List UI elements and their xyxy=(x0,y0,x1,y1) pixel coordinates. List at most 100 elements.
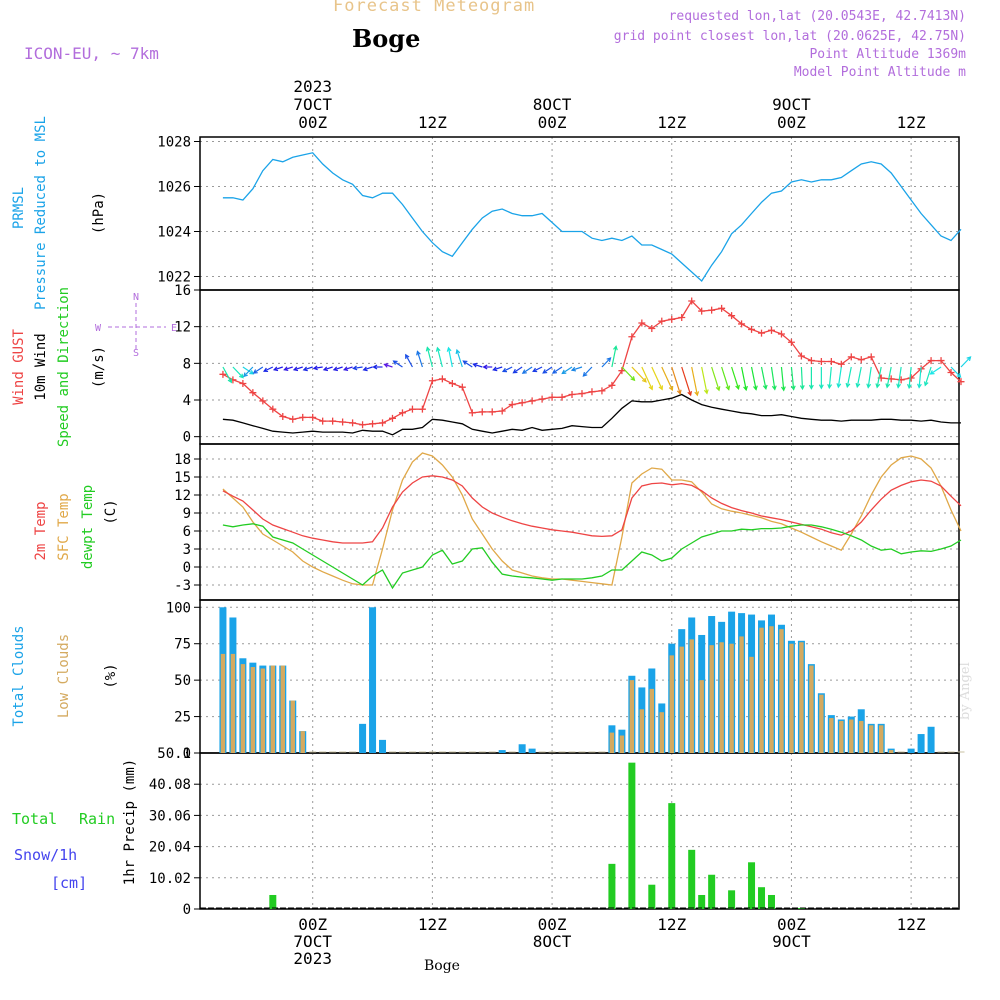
panel-frame xyxy=(199,752,960,910)
wind-gust-marker xyxy=(219,370,227,378)
bottom-time-label: 9OCT xyxy=(772,932,811,951)
wind-gust-marker xyxy=(498,407,506,415)
bottom-time-label: 12Z xyxy=(657,915,686,934)
wind-gust-marker xyxy=(279,413,287,420)
wind-gust-marker xyxy=(638,319,646,327)
wind-direction-arrowhead xyxy=(462,360,468,365)
wind-gust-marker xyxy=(508,401,516,409)
low-clouds-bar xyxy=(649,688,655,753)
wind-direction-arrow xyxy=(631,366,647,383)
wind-direction-arrowhead xyxy=(482,364,488,370)
y-tick-label: 1022 xyxy=(157,270,191,286)
wind-direction-arrow xyxy=(532,366,543,372)
wind-gust-marker xyxy=(259,397,267,405)
wind-direction-arrow xyxy=(293,366,303,371)
low-clouds-bar xyxy=(729,643,734,753)
precip-axis-label: 1hr Precip (mm) xyxy=(122,759,138,885)
wind-direction-arrow xyxy=(552,366,563,374)
model-label: ICON-EU, ~ 7km xyxy=(24,44,159,63)
wind-gust-marker xyxy=(578,390,586,398)
wind-direction-arrow xyxy=(790,366,795,390)
panel-frame xyxy=(199,136,960,291)
low-clouds-bar xyxy=(779,629,784,753)
wind-direction-arrowhead xyxy=(332,366,338,372)
wind-gust-marker xyxy=(648,325,656,332)
wind-direction-arrowhead xyxy=(676,389,682,395)
wind-gust-marker xyxy=(249,389,257,397)
temp-2m-line xyxy=(222,475,962,544)
total-clouds-bar xyxy=(359,723,367,753)
top-time-label: 00Z xyxy=(298,113,327,132)
wind-direction-arrowhead xyxy=(455,348,461,355)
wind-direction-arrow xyxy=(513,366,523,374)
y-tick-label: 0 xyxy=(183,746,191,762)
y-tick-label: 50.1 xyxy=(157,746,191,762)
wind-direction-arrowhead xyxy=(725,385,731,391)
wind-direction-arrow xyxy=(303,366,313,371)
wind-direction-arrowhead xyxy=(446,346,452,352)
wind-direction-arrow xyxy=(731,366,740,390)
wind-direction-arrowhead xyxy=(743,385,748,392)
low-clouds-bar xyxy=(859,720,864,753)
y-tick-label: 3 xyxy=(183,542,191,558)
wind-gust-marker xyxy=(468,409,476,417)
wind-gust-marker xyxy=(758,329,766,337)
wind-gust-marker xyxy=(369,420,377,428)
low-clouds-bar xyxy=(829,718,834,753)
wind-direction-arrowhead xyxy=(648,385,654,391)
wind-direction-arrow xyxy=(473,363,483,368)
wind-direction-arrowhead xyxy=(885,383,891,389)
wind-gust-marker xyxy=(937,357,945,365)
wind-direction-arrowhead xyxy=(521,369,527,374)
top-time-label: 9OCT xyxy=(772,95,811,114)
wind-gust-marker xyxy=(269,405,277,413)
wind-direction-arrow xyxy=(918,366,922,388)
clouds-unit-label: (%) xyxy=(103,663,119,688)
wind-direction-arrow xyxy=(384,363,393,368)
wind-direction-arrowhead xyxy=(227,378,232,384)
wind-direction-arrow xyxy=(333,366,343,371)
sfc-temp-label: SFC Temp xyxy=(56,493,72,560)
wind-gust-marker xyxy=(827,358,835,365)
rain-bar xyxy=(797,908,805,909)
wind-direction-arrowhead xyxy=(532,367,538,373)
wind-gust-marker xyxy=(239,380,247,387)
wind-direction-arrow xyxy=(426,347,433,368)
wind-direction-arrowhead xyxy=(923,381,929,387)
y-tick-label: 1024 xyxy=(157,225,191,241)
y-tick-label: 50 xyxy=(174,673,191,689)
y-tick-label: 10.02 xyxy=(149,871,191,887)
low-clouds-bar xyxy=(719,642,724,753)
wind-direction-arrowhead xyxy=(606,357,612,363)
pressure-label: Pressure Reduced to MSL xyxy=(33,116,49,310)
y-tick-label: 12 xyxy=(174,488,191,504)
low-clouds-bar xyxy=(659,712,664,753)
y-tick-label: 25 xyxy=(174,710,191,726)
wind-gust-marker xyxy=(448,380,456,387)
low-clouds-bar xyxy=(669,655,674,753)
closest-grid-point: grid point closest lon,lat (20.0625E, 42… xyxy=(613,29,966,44)
compass-east: E xyxy=(171,323,177,334)
wind-direction-arrow xyxy=(960,356,971,368)
wind-direction-arrow xyxy=(828,366,832,388)
wind-direction-arrow xyxy=(601,357,611,368)
wind-direction-arrow xyxy=(542,366,553,374)
y-tick-label: 40.08 xyxy=(149,777,191,793)
wind-gust-marker xyxy=(349,419,357,427)
snow-unit-label: [cm] xyxy=(51,874,87,892)
compass-north: N xyxy=(133,292,139,303)
low-clouds-bar xyxy=(769,626,774,753)
wind-direction-arrow xyxy=(701,366,708,394)
wind-gust-marker xyxy=(458,383,466,391)
low-clouds-bar xyxy=(639,709,645,753)
wind-gust-marker xyxy=(558,393,566,401)
wind-direction-arrow xyxy=(661,366,673,391)
low-clouds-bar xyxy=(609,732,615,753)
wind-direction-arrow xyxy=(571,366,583,371)
wind-direction-arrow xyxy=(711,366,720,391)
wind-direction-arrowhead xyxy=(790,385,796,391)
wind-direction-arrow xyxy=(313,366,323,369)
wind-direction-arrowhead xyxy=(613,345,618,351)
rain-bar xyxy=(608,863,616,909)
wind-direction-arrow xyxy=(463,360,473,368)
